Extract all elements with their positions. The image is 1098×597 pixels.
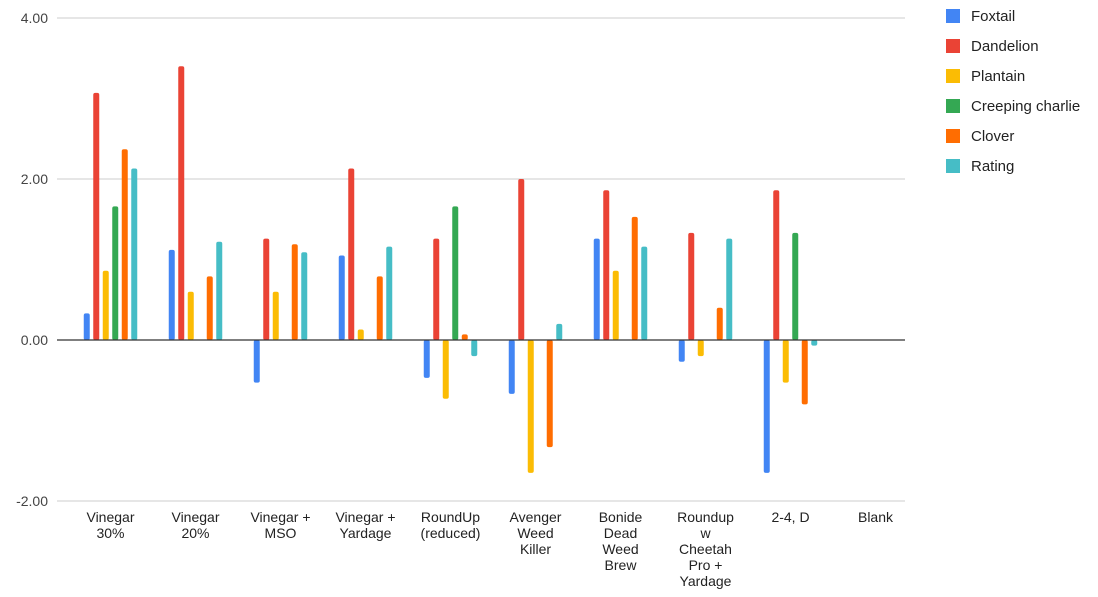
bar-plantain bbox=[442, 340, 449, 399]
legend-swatch bbox=[946, 69, 960, 83]
bar-foxtail bbox=[593, 238, 600, 340]
x-tick-label: Vinegar bbox=[86, 509, 134, 525]
bar-rating bbox=[641, 246, 648, 340]
legend-label: Creeping charlie bbox=[971, 98, 1080, 115]
bar-plantain bbox=[102, 270, 109, 340]
x-tick-label: Blank bbox=[858, 509, 894, 525]
bar-foxtail bbox=[338, 255, 345, 340]
legend-label: Dandelion bbox=[971, 38, 1039, 55]
bar-plantain bbox=[612, 270, 619, 340]
legend-label: Clover bbox=[971, 128, 1014, 145]
bar-foxtail bbox=[168, 249, 175, 340]
bar-plantain bbox=[782, 340, 789, 383]
bar-clover bbox=[291, 244, 298, 340]
bar-clover bbox=[461, 334, 468, 340]
bar-clover bbox=[121, 149, 128, 340]
bar-dandelion bbox=[178, 66, 185, 341]
bar-creeping-charlie bbox=[112, 206, 119, 340]
bar-clover bbox=[546, 340, 553, 448]
x-tick-label: 20% bbox=[181, 525, 209, 541]
bar-foxtail bbox=[508, 340, 515, 394]
legend-swatch bbox=[946, 159, 960, 173]
legend-label: Rating bbox=[971, 158, 1014, 175]
bar-clover bbox=[206, 276, 213, 340]
bar-dandelion bbox=[263, 238, 270, 340]
bar-dandelion bbox=[603, 190, 610, 340]
x-tick-label: 30% bbox=[96, 525, 124, 541]
bar-rating bbox=[726, 238, 733, 340]
bar-foxtail bbox=[763, 340, 770, 473]
y-tick-label: 0.00 bbox=[21, 332, 48, 348]
bar-rating bbox=[811, 340, 818, 346]
bar-rating bbox=[471, 340, 478, 357]
bar-dandelion bbox=[433, 238, 440, 340]
x-tick-label: Brew bbox=[605, 557, 638, 573]
bar-foxtail bbox=[423, 340, 430, 378]
x-tick-label: Weed bbox=[602, 541, 638, 557]
bar-rating bbox=[131, 168, 138, 340]
bar-creeping-charlie bbox=[792, 232, 799, 340]
bar-rating bbox=[386, 246, 393, 340]
x-tick-label: Yardage bbox=[680, 573, 732, 589]
legend-label: Foxtail bbox=[971, 8, 1015, 25]
x-tick-label: 2-4, D bbox=[771, 509, 809, 525]
bar-foxtail bbox=[83, 313, 90, 340]
bar-foxtail bbox=[253, 340, 260, 383]
x-tick-label: Vinegar + bbox=[335, 509, 395, 525]
bar-rating bbox=[556, 323, 563, 340]
bar-plantain bbox=[272, 291, 279, 340]
x-tick-label: Cheetah bbox=[679, 541, 732, 557]
x-tick-label: RoundUp bbox=[421, 509, 480, 525]
bar-clover bbox=[376, 276, 383, 340]
y-axis-ticks: -2.00 0.00 2.00 4.00 bbox=[16, 10, 48, 509]
legend-swatch bbox=[946, 39, 960, 53]
x-tick-label: (reduced) bbox=[421, 525, 481, 541]
bar-plantain bbox=[187, 291, 194, 340]
bars bbox=[83, 66, 818, 473]
x-tick-label: Dead bbox=[604, 525, 637, 541]
legend-swatch bbox=[946, 9, 960, 23]
x-tick-label: Weed bbox=[517, 525, 553, 541]
bar-dandelion bbox=[688, 232, 695, 340]
bar-foxtail bbox=[678, 340, 685, 362]
x-tick-label: Yardage bbox=[340, 525, 392, 541]
y-tick-label: 2.00 bbox=[21, 171, 48, 187]
x-tick-label: Pro + bbox=[689, 557, 723, 573]
y-tick-label: -2.00 bbox=[16, 493, 48, 509]
bar-dandelion bbox=[348, 168, 355, 340]
bar-plantain bbox=[697, 340, 704, 357]
bar-dandelion bbox=[518, 179, 525, 340]
bar-clover bbox=[716, 307, 723, 340]
legend: Foxtail Dandelion Plantain Creeping charlie… bbox=[946, 8, 1080, 175]
y-tick-label: 4.00 bbox=[21, 10, 48, 26]
x-tick-label: Killer bbox=[520, 541, 551, 557]
bar-dandelion bbox=[773, 190, 780, 340]
bar-rating bbox=[216, 241, 223, 340]
x-tick-label: w bbox=[699, 525, 711, 541]
legend-label: Plantain bbox=[971, 68, 1025, 85]
x-tick-label: Roundup bbox=[677, 509, 734, 525]
bar-plantain bbox=[527, 340, 534, 473]
x-tick-label: MSO bbox=[265, 525, 297, 541]
x-tick-label: Bonide bbox=[599, 509, 643, 525]
bar-dandelion bbox=[93, 92, 100, 341]
bar-clover bbox=[801, 340, 808, 405]
gridlines bbox=[57, 17, 905, 502]
bar-clover bbox=[631, 216, 638, 340]
legend-swatch bbox=[946, 99, 960, 113]
bar-plantain bbox=[357, 329, 364, 340]
x-tick-label: Avenger bbox=[510, 509, 562, 525]
x-tick-label: Vinegar + bbox=[250, 509, 310, 525]
bar-creeping-charlie bbox=[452, 206, 459, 340]
legend-swatch bbox=[946, 129, 960, 143]
x-tick-label: Vinegar bbox=[171, 509, 219, 525]
bar-rating bbox=[301, 252, 308, 340]
